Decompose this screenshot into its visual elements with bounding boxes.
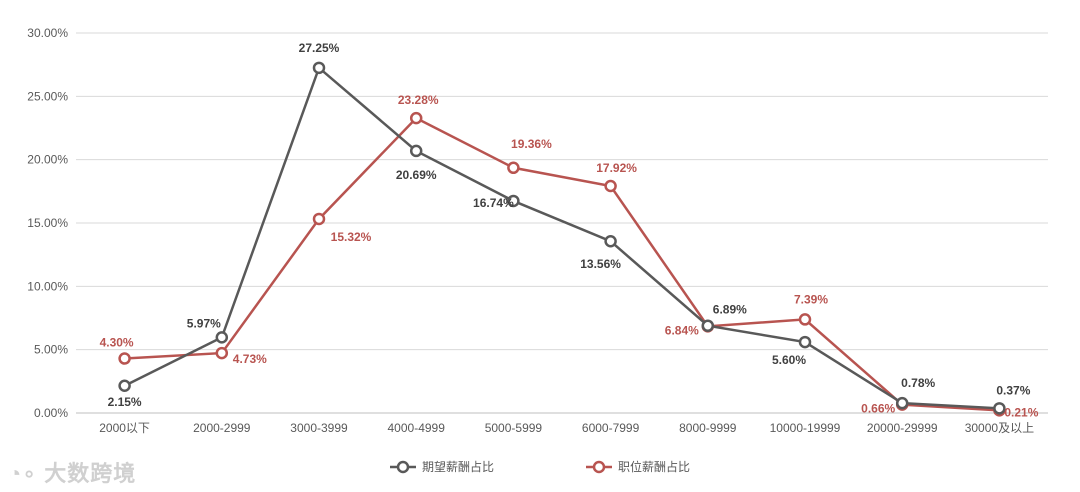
data-point (507, 194, 520, 208)
data-point (604, 234, 617, 248)
x-tick-label: 6000-7999 (582, 421, 640, 435)
data-label: 27.25% (299, 41, 340, 55)
y-tick-label: 25.00% (27, 89, 68, 103)
data-point (118, 352, 131, 365)
data-point (312, 212, 326, 226)
data-point (118, 379, 131, 393)
x-tick-label: 30000及以上 (965, 421, 1034, 435)
series-line (124, 65, 1000, 410)
y-tick-label: 20.00% (27, 153, 68, 167)
x-tick-label: 4000-4999 (388, 421, 446, 435)
watermark-text: 大数跨境 (44, 461, 137, 486)
data-label: 5.60% (772, 353, 806, 367)
data-label: 16.74% (473, 196, 514, 210)
data-point (409, 111, 423, 125)
data-point (798, 313, 812, 326)
series-line (124, 116, 1000, 412)
legend-marker (396, 460, 410, 474)
y-tick-label: 30.00% (27, 26, 68, 40)
data-point (895, 396, 909, 410)
data-label: 0.78% (901, 376, 935, 390)
data-label: 4.73% (233, 352, 267, 366)
data-label: 0.21% (1004, 405, 1038, 419)
watermark: ◔∘ 大数跨境 (8, 456, 136, 488)
data-label: 13.56% (580, 257, 621, 271)
data-label: 2.15% (108, 395, 142, 409)
data-point (993, 402, 1006, 415)
data-point (507, 161, 520, 175)
data-label: 17.92% (596, 161, 637, 175)
data-label: 4.30% (100, 336, 134, 350)
data-label: 23.28% (398, 93, 439, 107)
legend-label: 期望薪酬占比 (422, 459, 494, 474)
data-point (604, 179, 617, 193)
x-tick-label: 2000以下 (99, 421, 150, 435)
y-tick-label: 15.00% (27, 216, 68, 230)
data-label: 6.89% (713, 303, 747, 317)
x-tick-label: 5000-5999 (485, 421, 543, 435)
x-tick-label: 3000-3999 (290, 421, 348, 435)
data-point (701, 319, 715, 332)
data-label: 15.32% (331, 230, 372, 244)
data-label: 19.36% (511, 137, 552, 151)
x-tick-label: 2000-2999 (193, 421, 251, 435)
data-point (798, 335, 812, 349)
data-label: 5.97% (187, 316, 221, 330)
y-tick-label: 0.00% (34, 406, 68, 420)
x-tick-label: 8000-9999 (679, 421, 737, 435)
data-point (312, 61, 326, 75)
x-tick-label: 20000-29999 (867, 421, 938, 435)
legend-label: 职位薪酬占比 (618, 459, 690, 474)
watermark-logo-icon: ◔∘ (8, 461, 38, 486)
y-tick-label: 5.00% (34, 343, 68, 357)
data-label: 6.84% (665, 323, 699, 337)
data-label: 7.39% (794, 292, 828, 306)
data-label: 0.66% (861, 402, 895, 416)
data-point (215, 346, 229, 360)
legend-marker (592, 460, 606, 474)
data-point (409, 144, 423, 158)
data-point (215, 331, 229, 344)
y-tick-label: 10.00% (27, 279, 68, 293)
data-label: 0.37% (996, 383, 1030, 397)
x-tick-label: 10000-19999 (770, 421, 841, 435)
data-label: 20.69% (396, 168, 437, 182)
